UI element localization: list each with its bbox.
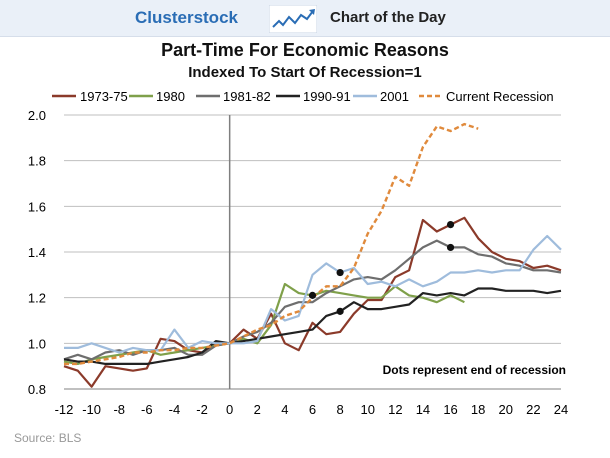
legend-label: 1980 — [156, 89, 185, 104]
y-tick-label: 1.2 — [28, 291, 46, 306]
legend-label: 1990-91 — [303, 89, 351, 104]
x-tick-label: 16 — [443, 402, 457, 417]
annotation-text: Dots represent end of recession — [383, 363, 566, 377]
series-line — [63, 239, 562, 361]
x-tick-label: 22 — [526, 402, 540, 417]
recession-end-dot — [336, 268, 344, 277]
y-tick-label: 0.8 — [28, 382, 46, 397]
x-tick-label: 4 — [281, 402, 288, 417]
x-tick-label: 18 — [471, 402, 485, 417]
x-tick-label: -6 — [141, 402, 153, 417]
x-tick-label: 8 — [336, 402, 343, 417]
x-tick-label: -4 — [169, 402, 181, 417]
x-tick-label: 0 — [226, 402, 233, 417]
x-tick-label: -2 — [196, 402, 208, 417]
x-tick-label: 20 — [499, 402, 513, 417]
y-tick-label: 1.0 — [28, 336, 46, 351]
x-tick-label: -12 — [55, 402, 74, 417]
chart-title: Part-Time For Economic Reasons — [161, 40, 449, 60]
series-line — [64, 122, 479, 366]
recession-end-dot — [308, 291, 317, 299]
rising-line-chart-icon — [269, 5, 317, 33]
x-tick-label: 24 — [554, 402, 568, 417]
recession-end-dot — [336, 307, 344, 315]
chart-subtitle: Indexed To Start Of Recession=1 — [188, 64, 422, 81]
recession-end-dot — [446, 243, 455, 252]
x-tick-label: -10 — [82, 402, 101, 417]
legend-label: 2001 — [380, 89, 409, 104]
brand-name: Clusterstock — [135, 8, 238, 27]
x-tick-label: 14 — [416, 402, 430, 417]
y-tick-label: 2.0 — [28, 108, 46, 123]
source-note: Source: BLS — [14, 431, 82, 445]
x-tick-label: 6 — [309, 402, 316, 417]
legend-label: Current Recession — [446, 89, 554, 104]
series-line — [63, 216, 562, 388]
y-tick-label: 1.8 — [28, 154, 46, 169]
section-label: Chart of the Day — [330, 9, 446, 26]
series-line — [64, 234, 562, 354]
y-tick-label: 1.6 — [28, 199, 46, 214]
series-line — [63, 287, 562, 365]
x-tick-label: 12 — [388, 402, 402, 417]
x-tick-label: 10 — [360, 402, 374, 417]
y-tick-label: 1.4 — [28, 245, 46, 260]
legend-label: 1981-82 — [223, 89, 271, 104]
x-tick-label: 2 — [254, 402, 261, 417]
x-tick-label: -8 — [113, 402, 125, 417]
legend-label: 1973-75 — [80, 89, 128, 104]
recession-end-dot — [446, 221, 455, 229]
